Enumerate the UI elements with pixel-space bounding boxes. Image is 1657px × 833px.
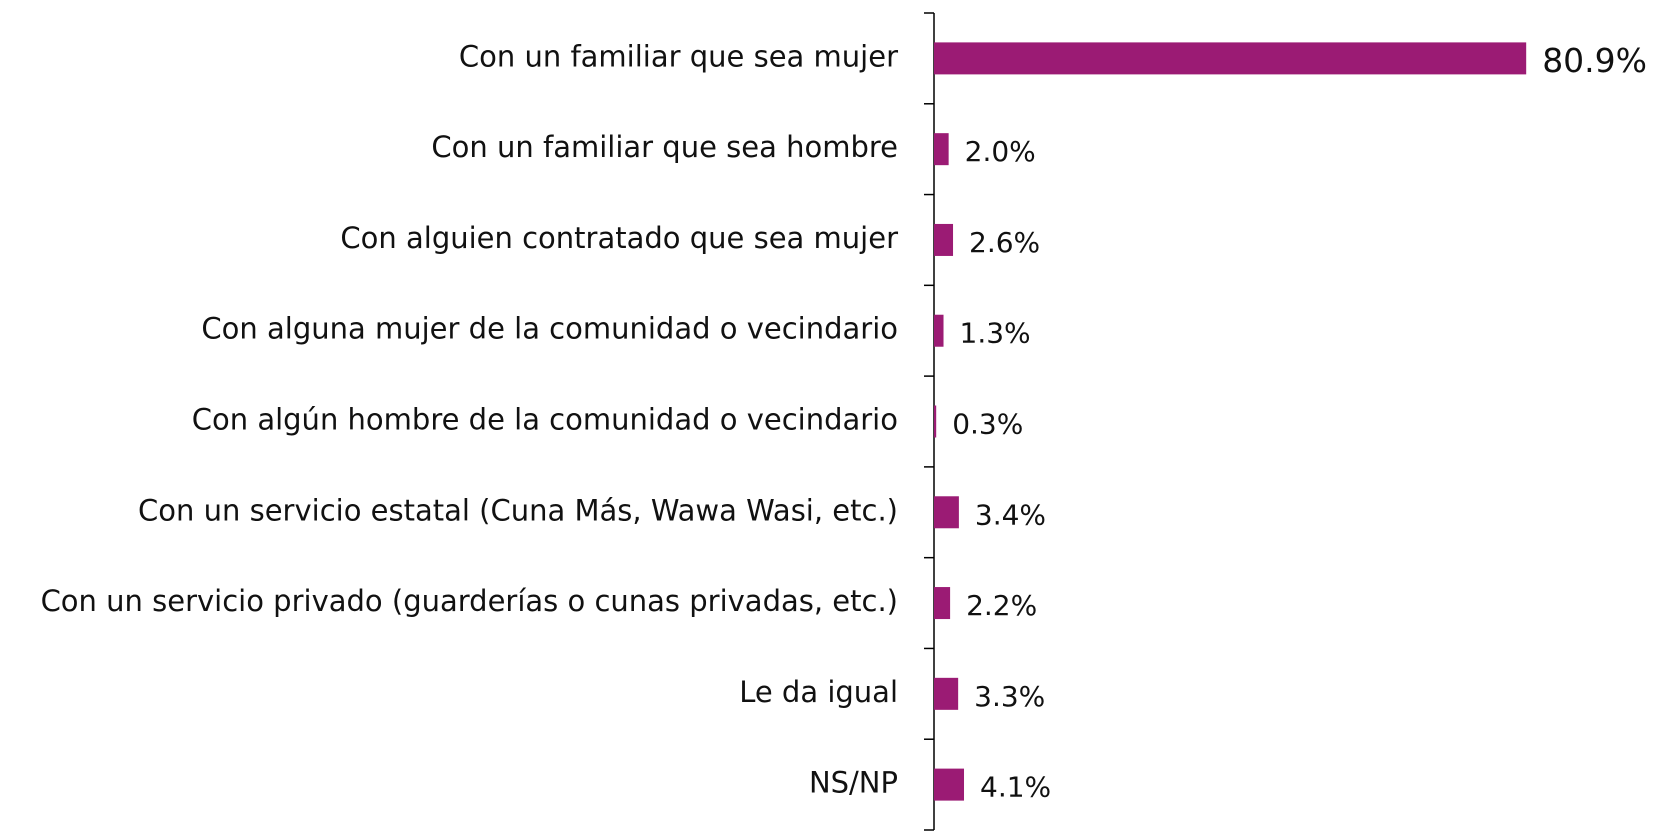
value-label: 2.0% (965, 135, 1036, 168)
category-label: Con un servicio privado (guarderías o cu… (41, 584, 898, 618)
value-label: 80.9% (1542, 41, 1647, 80)
value-label: 2.6% (969, 226, 1040, 259)
bar (934, 405, 937, 438)
value-label: 3.3% (974, 680, 1045, 713)
category-label: Con algún hombre de la comunidad o vecin… (192, 403, 898, 437)
category-label: Con alguien contratado que sea mujer (340, 221, 898, 255)
category-label: Le da igual (739, 675, 898, 709)
category-label: Con alguna mujer de la comunidad o vecin… (201, 312, 898, 346)
value-label: 1.3% (960, 317, 1031, 350)
bar (934, 42, 1527, 75)
category-label: Con un familiar que sea hombre (431, 130, 898, 164)
value-label: 3.4% (975, 498, 1046, 531)
bar (934, 587, 951, 620)
bar (934, 314, 944, 347)
bar (934, 223, 954, 256)
value-label: 2.2% (966, 589, 1037, 622)
bar (934, 496, 959, 529)
category-label: Con un servicio estatal (Cuna Más, Wawa … (138, 493, 898, 527)
value-label: 4.1% (980, 771, 1051, 804)
bar (934, 133, 949, 166)
category-label: NS/NP (809, 766, 898, 800)
bar (934, 768, 965, 801)
bar (934, 677, 959, 710)
category-label: Con un familiar que sea mujer (459, 39, 898, 73)
value-label: 0.3% (952, 408, 1023, 441)
